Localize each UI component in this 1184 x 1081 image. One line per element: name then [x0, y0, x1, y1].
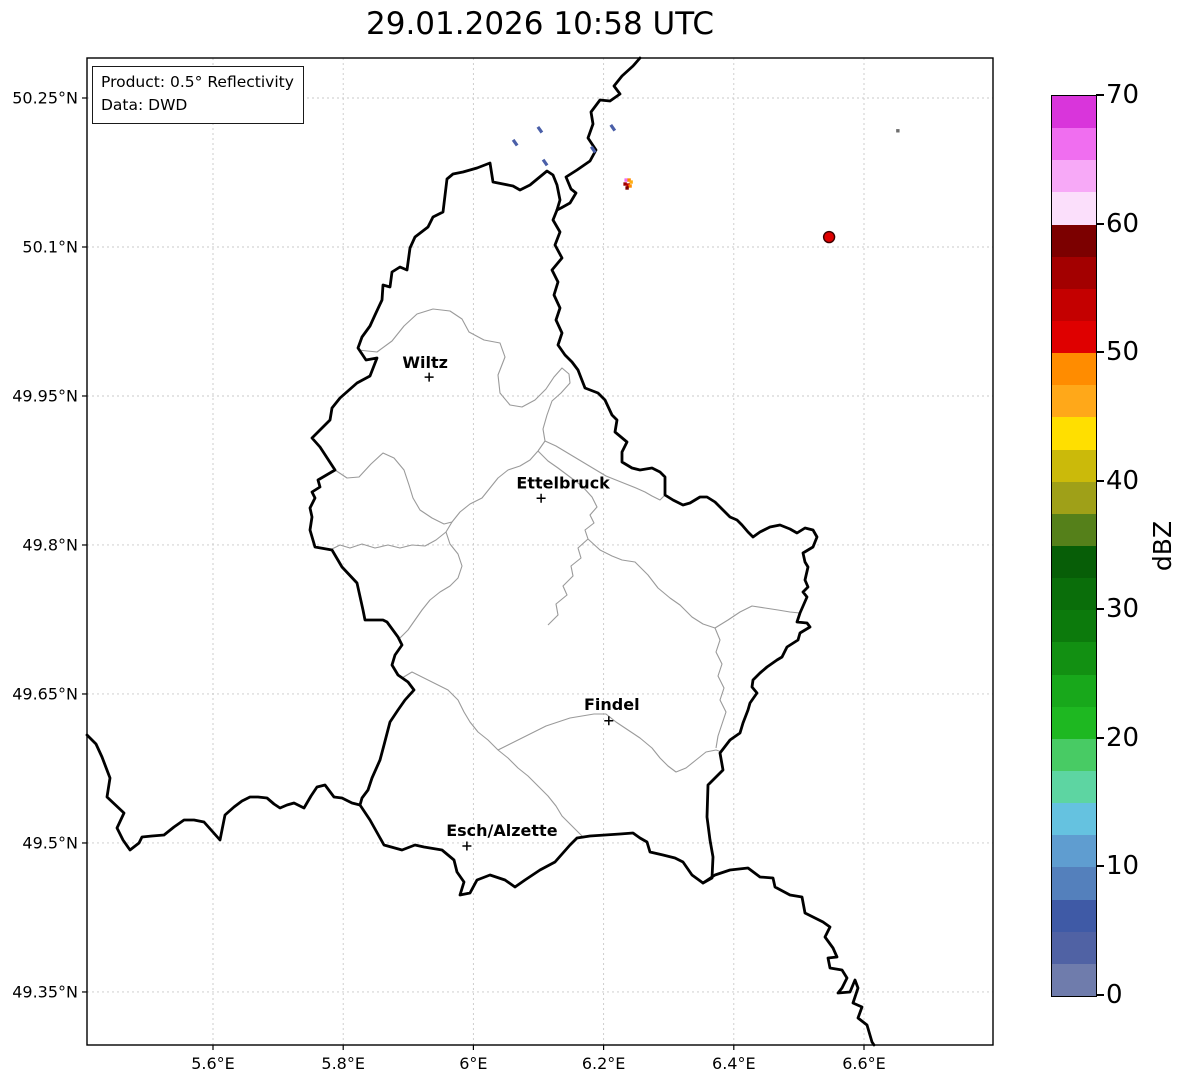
lon-tick-label: 6.2°E [582, 1054, 626, 1073]
lon-tick-label: 5.8°E [321, 1054, 365, 1073]
colorbar-tickmark [1096, 222, 1104, 225]
colorbar-tickmark [1096, 351, 1104, 354]
cities-group: Wiltz Ettelbruck Findel Esch/Alzette [402, 353, 640, 851]
strong-echo-cell [624, 178, 628, 182]
city-label: Findel [584, 695, 640, 714]
colorbar-band [1052, 738, 1096, 771]
city-marker [424, 372, 434, 382]
lon-tick-label: 5.6°E [191, 1054, 235, 1073]
colorbar-tickmark [1096, 479, 1104, 482]
colorbar-band [1052, 449, 1096, 482]
colorbar-band [1052, 610, 1096, 643]
colorbar-band [1052, 96, 1096, 129]
strong-echo-cell [627, 178, 631, 182]
colorbar-tickmark [1096, 736, 1104, 739]
colorbar-axis-label: dBZ [1148, 520, 1177, 572]
france-belgium-border [85, 733, 362, 852]
colorbar [1051, 95, 1097, 997]
colorbar-band [1052, 963, 1096, 996]
strong-echo-cell [629, 180, 633, 184]
lon-tick-label: 6.4°E [712, 1054, 756, 1073]
colorbar-tickmark [1096, 94, 1104, 96]
colorbar-tickmark [1096, 994, 1104, 996]
strong-echo-cell [623, 182, 627, 186]
colorbar-tick-label: 60 [1106, 208, 1140, 239]
colorbar-band [1052, 192, 1096, 225]
lat-tick-label: 49.95°N [12, 386, 78, 405]
colorbar-band [1052, 578, 1096, 611]
colorbar-tick-label: 0 [1106, 980, 1123, 1010]
lat-tick-label: 49.65°N [12, 684, 78, 703]
district-borders [331, 308, 801, 839]
city-label: Esch/Alzette [446, 821, 558, 840]
colorbar-tickmark [1096, 865, 1104, 868]
colorbar-band [1052, 385, 1096, 418]
axis-labels-group: 5.6°E 5.8°E 6°E 6.2°E 6.4°E 6.6°E 50.25°N 50.1°… [12, 89, 886, 1074]
colorbar-band [1052, 545, 1096, 579]
city-marker [462, 841, 472, 851]
colorbar-band [1052, 320, 1096, 354]
lon-tick-label: 6°E [459, 1054, 487, 1073]
colorbar-band [1052, 835, 1096, 868]
storm-marker [822, 230, 836, 244]
colorbar-tickmark [1096, 608, 1104, 611]
city-marker [604, 716, 614, 726]
clutter-echo-cell [896, 129, 900, 133]
radar-echoes-group [511, 123, 900, 244]
colorbar-band [1052, 481, 1096, 514]
lat-tick-label: 49.5°N [22, 833, 78, 852]
colorbar-band [1052, 353, 1096, 386]
colorbar-tick-label: 70 [1106, 80, 1140, 110]
legend-box: Product: 0.5° Reflectivity Data: DWD [92, 66, 304, 124]
map-frame [86, 57, 994, 1046]
colorbar-tick-label: 40 [1106, 465, 1140, 496]
lon-tick-label: 6.6°E [842, 1054, 886, 1073]
colorbar-band [1052, 931, 1096, 964]
strong-echo-cell [625, 186, 629, 190]
colorbar-band [1052, 803, 1096, 836]
legend-source-line: Data: DWD [101, 96, 188, 115]
colorbar-band [1052, 288, 1096, 321]
strong-echo-cell [626, 183, 630, 187]
weak-echo-cell [536, 125, 544, 134]
colorbar-tick-label: 50 [1106, 337, 1140, 368]
lat-tick-label: 50.1°N [22, 237, 78, 256]
weak-echo-cell [511, 138, 519, 147]
colorbar-band [1052, 224, 1096, 257]
colorbar-band [1052, 513, 1096, 546]
luxembourg-border [308, 161, 819, 897]
colorbar-tick-label: 10 [1106, 851, 1140, 882]
city-label: Wiltz [402, 353, 448, 372]
lat-tick-label: 49.8°N [22, 535, 78, 554]
colorbar-band [1052, 899, 1096, 932]
page-title: 29.01.2026 10:58 UTC [366, 6, 714, 42]
colorbar-band [1052, 256, 1096, 289]
colorbar-band [1052, 128, 1096, 161]
legend-product-line: Product: 0.5° Reflectivity [101, 73, 294, 91]
city-label: Ettelbruck [516, 473, 610, 492]
weak-echo-cell [609, 123, 617, 132]
weak-echo-cell [541, 158, 549, 167]
lat-tick-label: 50.25°N [12, 89, 78, 108]
weak-echo-cell [589, 145, 597, 154]
city-marker [536, 493, 546, 503]
colorbar-band [1052, 706, 1096, 739]
colorbar-band [1052, 770, 1096, 804]
france-germany-border [701, 866, 876, 1047]
axis-ticks-group [82, 97, 865, 1050]
colorbar-band [1052, 417, 1096, 450]
strong-echo-cell [628, 184, 632, 188]
colorbar-band [1052, 160, 1096, 193]
gridlines-group [87, 58, 993, 1045]
colorbar-tick-label: 30 [1106, 594, 1140, 625]
lat-tick-label: 49.35°N [12, 982, 78, 1001]
belgium-germany-border [555, 56, 642, 212]
colorbar-band [1052, 867, 1096, 900]
colorbar-tick-label: 20 [1106, 722, 1140, 753]
colorbar-band [1052, 674, 1096, 707]
colorbar-band [1052, 642, 1096, 675]
